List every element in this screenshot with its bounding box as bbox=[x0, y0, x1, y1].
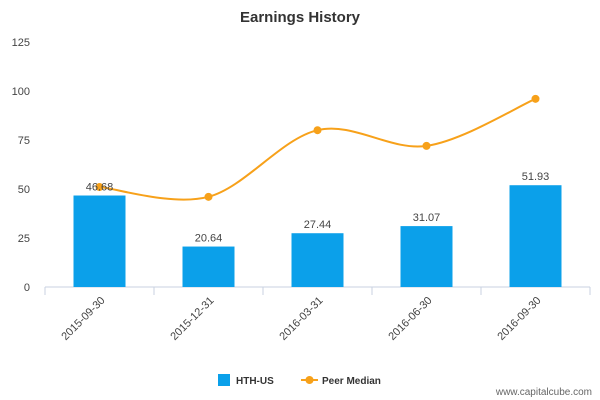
x-tick-label: 2016-09-30 bbox=[495, 295, 543, 343]
y-axis: 0 25 50 75 100 125 bbox=[12, 37, 30, 294]
bar-hth-us bbox=[291, 233, 344, 287]
x-axis: 2015-09-30 2015-12-31 2016-03-31 2016-06-30… bbox=[44, 286, 591, 343]
bar-value-label: 46.68 bbox=[86, 182, 114, 194]
legend-label-peer-median: Peer Median bbox=[322, 376, 381, 387]
bar-value-label: 51.93 bbox=[522, 171, 550, 183]
x-tick-label: 2016-06-30 bbox=[386, 295, 434, 343]
legend: HTH-US Peer Median bbox=[218, 374, 381, 387]
bar-value-label: 27.44 bbox=[304, 219, 332, 231]
peer-median-point bbox=[531, 94, 540, 103]
peer-median-point bbox=[204, 192, 213, 201]
x-tick-label: 2015-12-31 bbox=[168, 295, 216, 343]
x-tick-label: 2015-09-30 bbox=[59, 295, 107, 343]
bar-value-label: 20.64 bbox=[195, 233, 223, 245]
data-labels: 46.68 20.64 27.44 31.07 51.93 bbox=[86, 171, 550, 244]
x-tick-label: 2016-03-31 bbox=[277, 295, 325, 343]
peer-median-point bbox=[313, 126, 322, 135]
y-tick-label: 50 bbox=[18, 184, 30, 196]
peer-median-point bbox=[422, 141, 431, 150]
y-tick-label: 75 bbox=[18, 135, 30, 147]
y-tick-label: 100 bbox=[12, 86, 30, 98]
chart-title: Earnings History bbox=[240, 9, 361, 26]
bar-value-label: 31.07 bbox=[413, 212, 441, 224]
peer-median-series bbox=[95, 94, 540, 201]
legend-swatch-hth-us bbox=[218, 374, 230, 386]
peer-median-point bbox=[95, 183, 104, 192]
legend-label-hth-us: HTH-US bbox=[236, 376, 274, 387]
peer-median-line bbox=[99, 97, 536, 201]
bar-series bbox=[73, 185, 562, 287]
bar-hth-us bbox=[73, 195, 126, 287]
y-tick-label: 25 bbox=[18, 233, 30, 245]
credit-text: www.capitalcube.com bbox=[495, 387, 592, 398]
bar-hth-us bbox=[182, 246, 235, 287]
y-tick-label: 0 bbox=[24, 282, 30, 294]
legend-marker-peer-median bbox=[305, 376, 314, 384]
y-tick-label: 125 bbox=[12, 37, 30, 49]
bar-hth-us bbox=[400, 226, 453, 287]
bar-hth-us bbox=[509, 185, 562, 287]
